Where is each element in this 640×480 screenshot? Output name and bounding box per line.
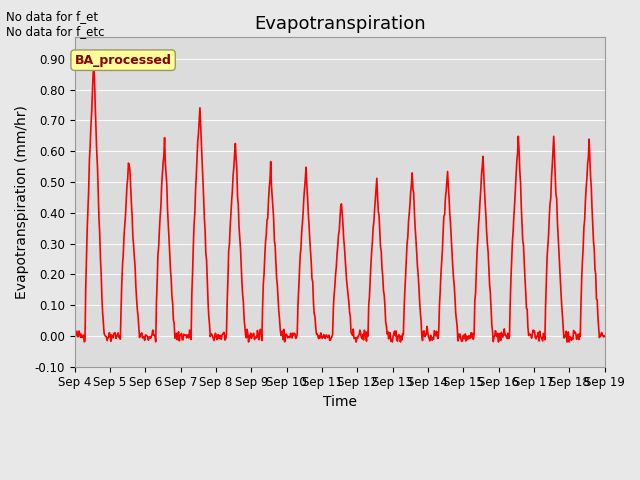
- Text: BA_processed: BA_processed: [75, 54, 172, 67]
- Legend: : [334, 421, 345, 432]
- Text: No data for f_et
No data for f_etc: No data for f_et No data for f_etc: [6, 10, 105, 37]
- Title: Evapotranspiration: Evapotranspiration: [254, 15, 426, 33]
- Y-axis label: Evapotranspiration (mm/hr): Evapotranspiration (mm/hr): [15, 105, 29, 299]
- X-axis label: Time: Time: [323, 395, 356, 409]
